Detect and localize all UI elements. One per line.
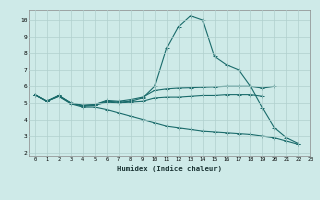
- X-axis label: Humidex (Indice chaleur): Humidex (Indice chaleur): [117, 165, 222, 172]
